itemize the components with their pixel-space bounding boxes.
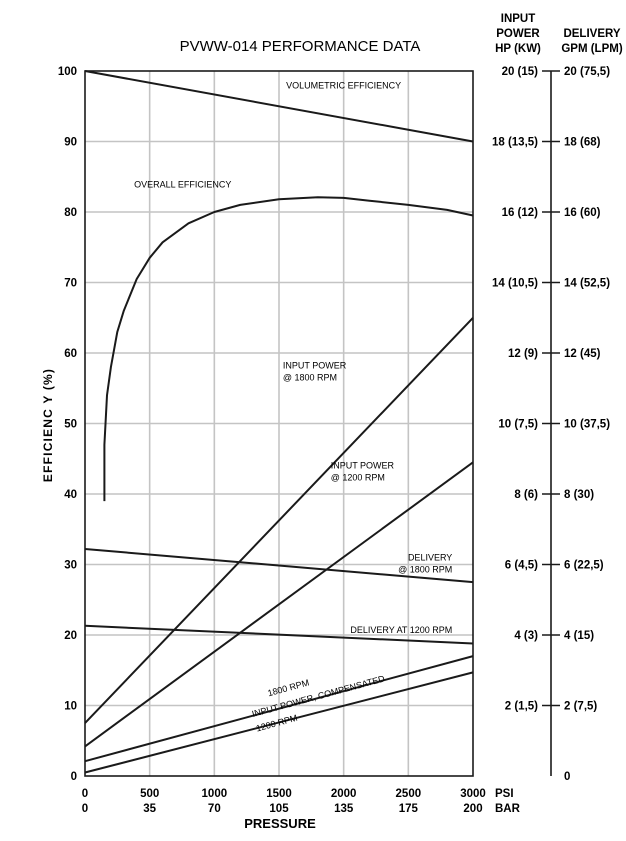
power-tick-label-8: 18 (13,5) (492, 137, 538, 149)
annotation-delivery_1200: DELIVERY AT 1200 RPM (350, 625, 452, 635)
x-tick-psi-0: 0 (82, 788, 88, 800)
delivery-tick-label-10: 20 (75,5) (564, 66, 610, 78)
x-tick-bar-4: 135 (334, 803, 354, 815)
delivery-tick-label-8: 16 (60) (564, 207, 601, 219)
delivery-tick-label-6: 12 (45) (564, 348, 601, 360)
annotation-line: DELIVERY AT 1200 RPM (350, 625, 452, 635)
series-delivery_1800 (84, 548, 474, 584)
delivery-tick-label-4: 8 (30) (564, 489, 594, 501)
x-unit-bar: BAR (495, 803, 521, 815)
y-tick-label-2: 20 (64, 630, 77, 642)
power-axis-header-2: HP (KW) (495, 43, 541, 55)
x-tick-psi-3: 1500 (266, 788, 292, 800)
annotation-overall: OVERALL EFFICIENCY (134, 179, 231, 189)
x-axis-label: PRESSURE (244, 816, 316, 831)
grid (85, 71, 473, 776)
x-tick-psi-5: 2500 (396, 788, 422, 800)
y-tick-label-4: 40 (64, 489, 77, 501)
annotation-line: INPUT POWER (283, 361, 347, 371)
y-tick-label-1: 10 (64, 701, 77, 713)
y-axis-label: EFFICIENC Y (%) (41, 368, 55, 482)
y-tick-label-7: 70 (64, 278, 77, 290)
series-comp_1200 (84, 671, 474, 774)
x-unit-psi: PSI (495, 788, 514, 800)
plot-border (84, 70, 474, 777)
annotation-input_1800: INPUT POWER @ 1800 RPM (283, 361, 347, 383)
x-axis-ticks: 0 0 500 35 1000 70 1500 105 2000 135 2500 175 3000 20… (82, 788, 521, 815)
annotation-line: VOLUMETRIC EFFICIENCY (286, 81, 401, 91)
delivery-tick-label-3: 6 (22,5) (564, 560, 604, 572)
power-tick-label-3: 8 (6) (514, 489, 538, 501)
y-tick-label-3: 30 (64, 560, 77, 572)
power-axis-header-0: INPUT (501, 13, 536, 25)
x-tick-bar-1: 35 (143, 803, 156, 815)
power-axis-header-1: POWER (496, 28, 540, 40)
annotation-line: OVERALL EFFICIENCY (134, 179, 231, 189)
y-tick-label-8: 80 (64, 207, 77, 219)
x-tick-psi-2: 1000 (202, 788, 228, 800)
y-tick-label-6: 60 (64, 348, 77, 360)
power-tick-label-5: 12 (9) (508, 348, 538, 360)
annotation-line: @ 1800 RPM (398, 564, 452, 574)
x-tick-psi-4: 2000 (331, 788, 357, 800)
power-tick-label-2: 6 (4,5) (505, 560, 538, 572)
right-axes: 0 2 (7,5) 4 (15) 6 (22,5) 8 (30) 10 (37,5) 12 … (492, 13, 623, 783)
annotation-line: @ 1200 RPM (331, 473, 385, 483)
series-delivery_1200 (84, 624, 474, 645)
series-comp_1800 (84, 655, 474, 763)
power-tick-label-4: 10 (7,5) (498, 419, 538, 431)
x-tick-bar-5: 175 (399, 803, 419, 815)
delivery-tick-label-9: 18 (68) (564, 137, 601, 149)
annotation-line: INPUT POWER (331, 461, 395, 471)
delivery-tick-label-5: 10 (37,5) (564, 419, 610, 431)
power-tick-label-6: 14 (10,5) (492, 278, 538, 290)
delivery-tick-label-0: 0 (564, 771, 570, 783)
annotation-line: @ 1800 RPM (283, 373, 337, 383)
delivery-axis-header-1: GPM (LPM) (561, 43, 622, 55)
y-tick-label-9: 90 (64, 137, 77, 149)
x-tick-bar-2: 70 (208, 803, 221, 815)
y-tick-label-5: 50 (64, 419, 77, 431)
series-overall (103, 196, 474, 502)
x-tick-psi-1: 500 (140, 788, 159, 800)
series-input_1200 (84, 461, 474, 748)
power-tick-label-7: 16 (12) (502, 207, 539, 219)
y-axis-ticks: 0 10 20 30 40 50 60 70 80 90 100 (58, 66, 77, 783)
delivery-tick-label-7: 14 (52,5) (564, 278, 610, 290)
x-tick-bar-6: 200 (463, 803, 482, 815)
plot-frame (84, 70, 474, 777)
annotation-delivery_1800: DELIVERY @ 1800 RPM (398, 552, 452, 574)
delivery-tick-label-1: 2 (7,5) (564, 701, 597, 713)
data-series (84, 70, 474, 774)
chart-title: PVWW-014 PERFORMANCE DATA (180, 38, 421, 55)
y-tick-label-10: 100 (58, 66, 77, 78)
x-tick-psi-6: 3000 (460, 788, 486, 800)
power-tick-label-1: 4 (3) (514, 630, 538, 642)
series-input_1800 (84, 317, 474, 724)
x-tick-bar-3: 105 (269, 803, 289, 815)
x-tick-bar-0: 0 (82, 803, 88, 815)
annotation-input_1200: INPUT POWER @ 1200 RPM (331, 461, 395, 483)
power-tick-label-9: 20 (15) (502, 66, 539, 78)
y-tick-label-0: 0 (71, 771, 77, 783)
power-tick-label-0: 2 (1,5) (505, 701, 538, 713)
delivery-tick-label-2: 4 (15) (564, 630, 594, 642)
annotation-line: DELIVERY (408, 552, 452, 562)
delivery-axis-header-0: DELIVERY (563, 28, 620, 40)
series-volumetric (84, 70, 474, 143)
annotation-volumetric: VOLUMETRIC EFFICIENCY (286, 81, 401, 91)
